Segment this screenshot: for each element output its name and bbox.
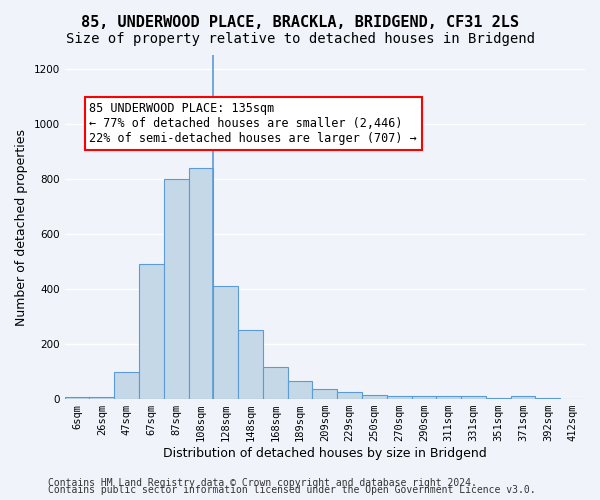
Bar xyxy=(287,381,313,399)
Bar xyxy=(89,397,114,399)
Bar xyxy=(560,398,585,399)
Bar xyxy=(535,398,560,399)
Bar xyxy=(436,396,461,399)
Bar xyxy=(214,286,238,399)
Bar xyxy=(412,396,436,399)
Bar xyxy=(387,396,412,399)
Text: Contains public sector information licensed under the Open Government Licence v3: Contains public sector information licen… xyxy=(48,485,536,495)
Bar xyxy=(188,168,214,399)
Bar xyxy=(139,264,164,399)
Bar xyxy=(362,395,387,399)
Bar xyxy=(313,390,337,399)
Text: Contains HM Land Registry data © Crown copyright and database right 2024.: Contains HM Land Registry data © Crown c… xyxy=(48,478,477,488)
Bar xyxy=(65,397,89,399)
X-axis label: Distribution of detached houses by size in Bridgend: Distribution of detached houses by size … xyxy=(163,447,487,460)
Bar xyxy=(263,368,287,399)
Bar xyxy=(511,396,535,399)
Y-axis label: Number of detached properties: Number of detached properties xyxy=(15,128,28,326)
Bar xyxy=(238,330,263,399)
Bar xyxy=(461,396,486,399)
Bar xyxy=(114,372,139,399)
Bar xyxy=(164,179,188,399)
Bar xyxy=(337,392,362,399)
Text: Size of property relative to detached houses in Bridgend: Size of property relative to detached ho… xyxy=(65,32,535,46)
Text: 85 UNDERWOOD PLACE: 135sqm
← 77% of detached houses are smaller (2,446)
22% of s: 85 UNDERWOOD PLACE: 135sqm ← 77% of deta… xyxy=(89,102,417,145)
Bar xyxy=(486,398,511,399)
Text: 85, UNDERWOOD PLACE, BRACKLA, BRIDGEND, CF31 2LS: 85, UNDERWOOD PLACE, BRACKLA, BRIDGEND, … xyxy=(81,15,519,30)
